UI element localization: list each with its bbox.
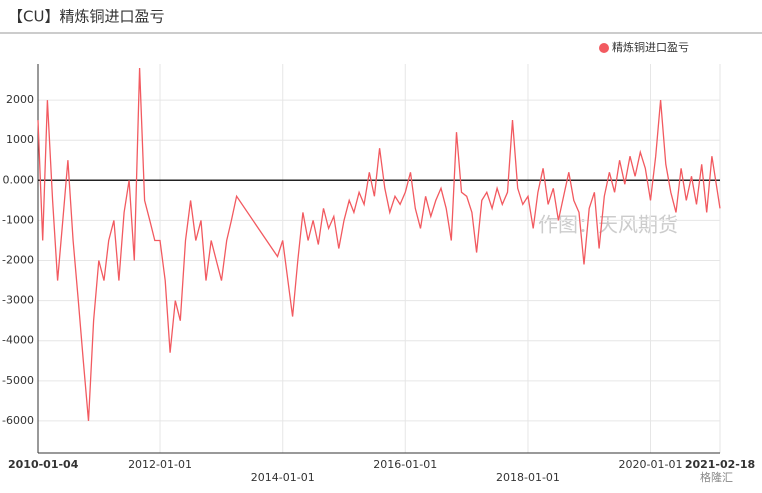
y-tick-label: -6000 xyxy=(2,414,34,427)
y-tick-label: 2000 xyxy=(6,93,34,106)
y-tick-label: -3000 xyxy=(2,294,34,307)
y-tick-label: -1000 xyxy=(2,213,34,226)
x-tick-label: 2010-01-04 xyxy=(8,458,79,471)
legend-label: 精炼铜进口盈亏 xyxy=(612,40,689,54)
x-tick-label: 2016-01-01 xyxy=(373,458,437,471)
x-tick-label: 2012-01-01 xyxy=(128,458,192,471)
watermark: 作图：天风期货 xyxy=(538,213,678,237)
x-tick-label: 2014-01-01 xyxy=(251,471,315,484)
x-tick-label: 2020-01-01 xyxy=(619,458,683,471)
x-tick-label: 2021-02-18 xyxy=(685,458,755,471)
x-tick-label: 2018-01-01 xyxy=(496,471,560,484)
logo-text: 格隆汇 xyxy=(700,470,733,484)
y-tick-label: 1000 xyxy=(6,133,34,146)
y-tick-label: -4000 xyxy=(2,334,34,347)
legend-marker xyxy=(599,43,609,53)
series-line xyxy=(37,67,721,421)
y-tick-label: -2000 xyxy=(2,254,34,267)
chart-title: 【CU】精炼铜进口盈亏 xyxy=(8,8,164,26)
y-tick-label: 0.000 xyxy=(3,173,35,186)
y-tick-label: -5000 xyxy=(2,374,34,387)
